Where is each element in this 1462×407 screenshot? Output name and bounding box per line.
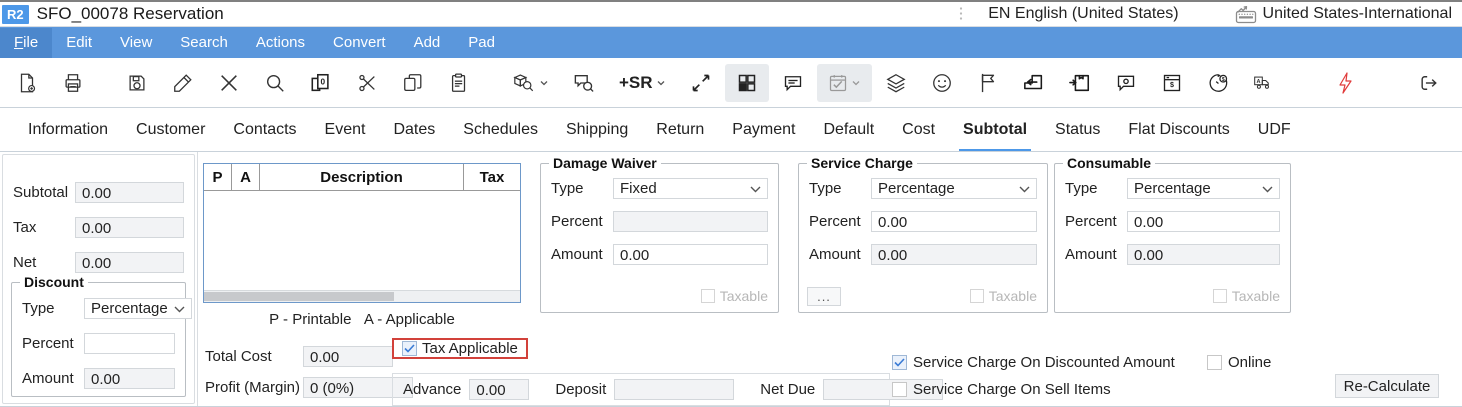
svg-text:A: A <box>1256 79 1260 85</box>
svg-text:$: $ <box>1170 81 1174 89</box>
svg-text:0: 0 <box>321 77 326 86</box>
svg-text:$: $ <box>1221 77 1224 83</box>
